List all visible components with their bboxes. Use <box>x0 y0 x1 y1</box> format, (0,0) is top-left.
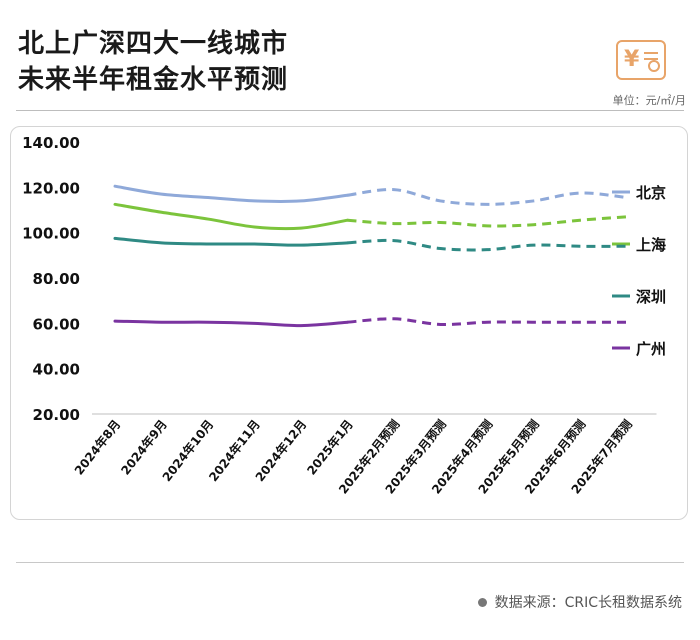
x-tick-label: 2024年9月 <box>118 417 170 478</box>
chart-title: 北上广深四大一线城市 未来半年租金水平预测 <box>18 26 288 98</box>
legend-label: 广州 <box>636 340 666 358</box>
y-tick-label: 140.00 <box>22 134 80 152</box>
bullet-icon <box>477 597 487 607</box>
series-line-forecast <box>347 317 627 327</box>
title-line-1: 北上广深四大一线城市 <box>18 29 289 59</box>
series-line-forecast <box>347 188 627 206</box>
series-line-actual <box>113 184 349 203</box>
y-tick-label: 20.00 <box>33 406 80 424</box>
legend-label: 上海 <box>636 236 666 254</box>
rent-logo-icon: ¥ <box>616 40 666 80</box>
source-text: 数据来源：CRIC长租数据系统 <box>494 595 682 611</box>
footer-divider <box>16 562 684 563</box>
x-tick-label: 2024年8月 <box>71 417 123 478</box>
series-line-forecast <box>347 215 627 228</box>
legend-label: 深圳 <box>636 288 666 306</box>
series-line-forecast <box>347 238 627 252</box>
y-tick-label: 40.00 <box>33 361 80 379</box>
y-tick-label: 100.00 <box>22 225 80 243</box>
series-line-actual <box>113 319 349 328</box>
title-line-2: 未来半年租金水平预测 <box>18 65 289 95</box>
y-tick-label: 80.00 <box>33 270 80 288</box>
header-divider <box>16 110 684 111</box>
series-line-actual <box>113 236 349 247</box>
x-tick-label: 2025年1月 <box>304 417 356 478</box>
y-tick-label: 120.00 <box>22 179 80 197</box>
legend-label: 北京 <box>636 184 666 202</box>
y-tick-label: 60.00 <box>33 315 80 333</box>
series-line-actual <box>113 202 349 231</box>
source-note: 数据来源：CRIC长租数据系统 <box>477 592 682 612</box>
unit-label: 单位：元/㎡/月 <box>612 94 686 107</box>
